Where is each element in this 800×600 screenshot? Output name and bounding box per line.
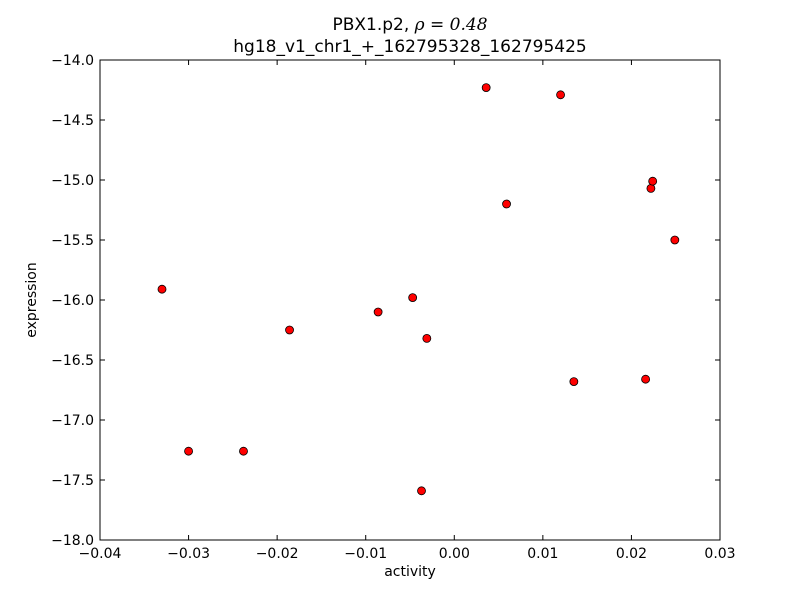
data-point — [646, 183, 656, 193]
y-axis-label: expression — [24, 262, 40, 338]
chart-title: PBX1.p2, ρ = 0.48 — [332, 15, 487, 35]
x-tick-label: 0.02 — [616, 546, 647, 562]
y-tick-label: −14.5 — [51, 113, 94, 129]
data-point — [285, 325, 294, 335]
y-tick-label: −15.5 — [51, 233, 94, 249]
y-tick-label: −17.5 — [51, 473, 94, 489]
x-tick-label: 0.01 — [527, 546, 558, 562]
data-point — [373, 307, 383, 317]
x-tick-label: −0.03 — [167, 546, 210, 562]
data-point — [408, 293, 418, 303]
y-tick-label: −16.5 — [51, 353, 94, 369]
x-tick-label: −0.04 — [79, 546, 122, 562]
y-tick-label: −17.0 — [51, 413, 94, 429]
data-point — [239, 446, 248, 456]
chart-subtitle: hg18_v1_chr1_+_162795328_162795425 — [233, 37, 586, 57]
chart-title-prefix: PBX1.p2, — [332, 15, 414, 35]
data-point — [481, 83, 491, 92]
y-tick-label: −15.0 — [51, 173, 94, 189]
y-tick-label: −14.0 — [51, 53, 94, 69]
x-tick-label: 0.00 — [439, 546, 470, 562]
x-tick-label: 0.03 — [704, 546, 735, 562]
data-point — [670, 235, 680, 245]
data-point — [422, 333, 432, 343]
x-axis-label: activity — [384, 564, 436, 580]
x-tick-label: −0.02 — [256, 546, 299, 562]
data-point — [641, 374, 650, 384]
x-tick-label: −0.01 — [344, 546, 387, 562]
data-point — [648, 176, 658, 186]
plot-area: −0.04 −0.03 −0.02 −0.01 0.00 0.01 0.02 0.03 −18.… — [51, 53, 735, 562]
y-tick-label: −16.0 — [51, 293, 94, 309]
data-point — [569, 377, 579, 387]
data-point — [502, 199, 511, 209]
data-point — [184, 446, 193, 456]
data-point — [556, 90, 565, 100]
chart-title-rho: ρ = 0.48 — [414, 15, 488, 35]
data-point — [417, 486, 426, 496]
data-point — [157, 284, 167, 294]
y-tick-label: −18.0 — [51, 533, 94, 549]
